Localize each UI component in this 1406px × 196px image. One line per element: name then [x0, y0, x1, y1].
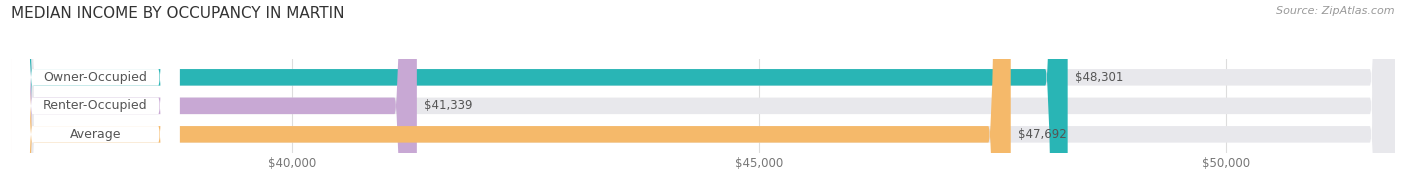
- FancyBboxPatch shape: [11, 0, 416, 196]
- Text: Owner-Occupied: Owner-Occupied: [44, 71, 148, 84]
- FancyBboxPatch shape: [11, 0, 1011, 196]
- FancyBboxPatch shape: [11, 0, 1395, 196]
- FancyBboxPatch shape: [11, 0, 180, 196]
- FancyBboxPatch shape: [11, 0, 180, 196]
- FancyBboxPatch shape: [11, 0, 180, 196]
- Text: $48,301: $48,301: [1074, 71, 1123, 84]
- Text: Source: ZipAtlas.com: Source: ZipAtlas.com: [1277, 6, 1395, 16]
- Text: MEDIAN INCOME BY OCCUPANCY IN MARTIN: MEDIAN INCOME BY OCCUPANCY IN MARTIN: [11, 6, 344, 21]
- Text: Average: Average: [70, 128, 121, 141]
- FancyBboxPatch shape: [11, 0, 1395, 196]
- FancyBboxPatch shape: [11, 0, 1395, 196]
- Text: $47,692: $47,692: [1018, 128, 1066, 141]
- FancyBboxPatch shape: [11, 0, 1067, 196]
- Text: $41,339: $41,339: [423, 99, 472, 112]
- Text: Renter-Occupied: Renter-Occupied: [44, 99, 148, 112]
